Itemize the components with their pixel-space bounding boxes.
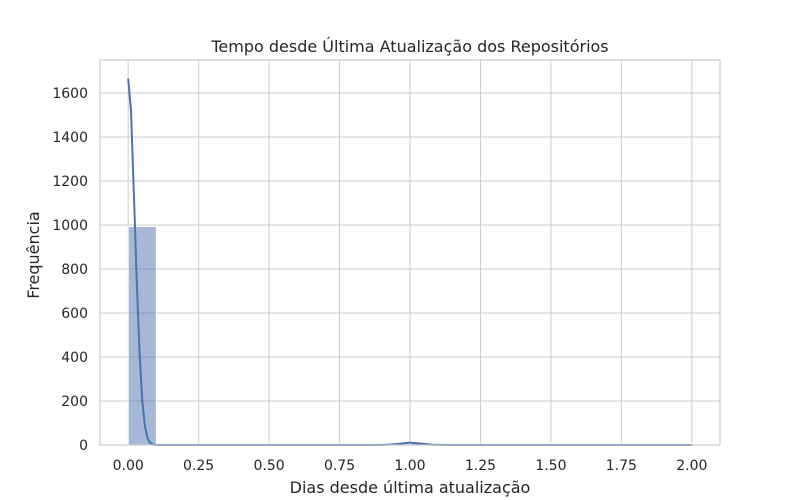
x-tick-label: 0.75	[324, 458, 355, 474]
y-tick-label: 1600	[52, 86, 88, 102]
histogram-bar	[127, 226, 157, 446]
x-tick-label: 0.00	[113, 458, 144, 474]
x-tick-label: 2.00	[676, 458, 707, 474]
y-tick-label: 1200	[52, 174, 88, 190]
y-tick-label: 1000	[52, 218, 88, 234]
x-tick-label: 1.75	[606, 458, 637, 474]
y-tick-label: 400	[61, 350, 88, 366]
y-tick-label: 800	[61, 262, 88, 278]
y-tick-label: 200	[61, 394, 88, 410]
x-axis-label: Dias desde última atualização	[290, 478, 531, 497]
plot-frame	[99, 59, 721, 446]
y-axis-label: Frequência	[24, 211, 43, 298]
x-tick-label: 0.50	[254, 458, 285, 474]
y-tick-labels: 0 200 400 600 800 1000 1200 1400 1600	[52, 86, 88, 454]
chart-title: Tempo desde Última Atualização dos Repos…	[210, 37, 608, 56]
y-tick-label: 600	[61, 306, 88, 322]
x-tick-label: 1.50	[535, 458, 566, 474]
x-tick-label: 1.25	[465, 458, 496, 474]
x-tick-label: 1.00	[394, 458, 425, 474]
x-tick-labels: 0.00 0.25 0.50 0.75 1.00 1.25 1.50 1.75 2.00	[113, 458, 708, 474]
x-tick-label: 0.25	[183, 458, 214, 474]
y-tick-label: 0	[79, 438, 88, 454]
grid-lines	[100, 60, 720, 446]
y-tick-label: 1400	[52, 130, 88, 146]
